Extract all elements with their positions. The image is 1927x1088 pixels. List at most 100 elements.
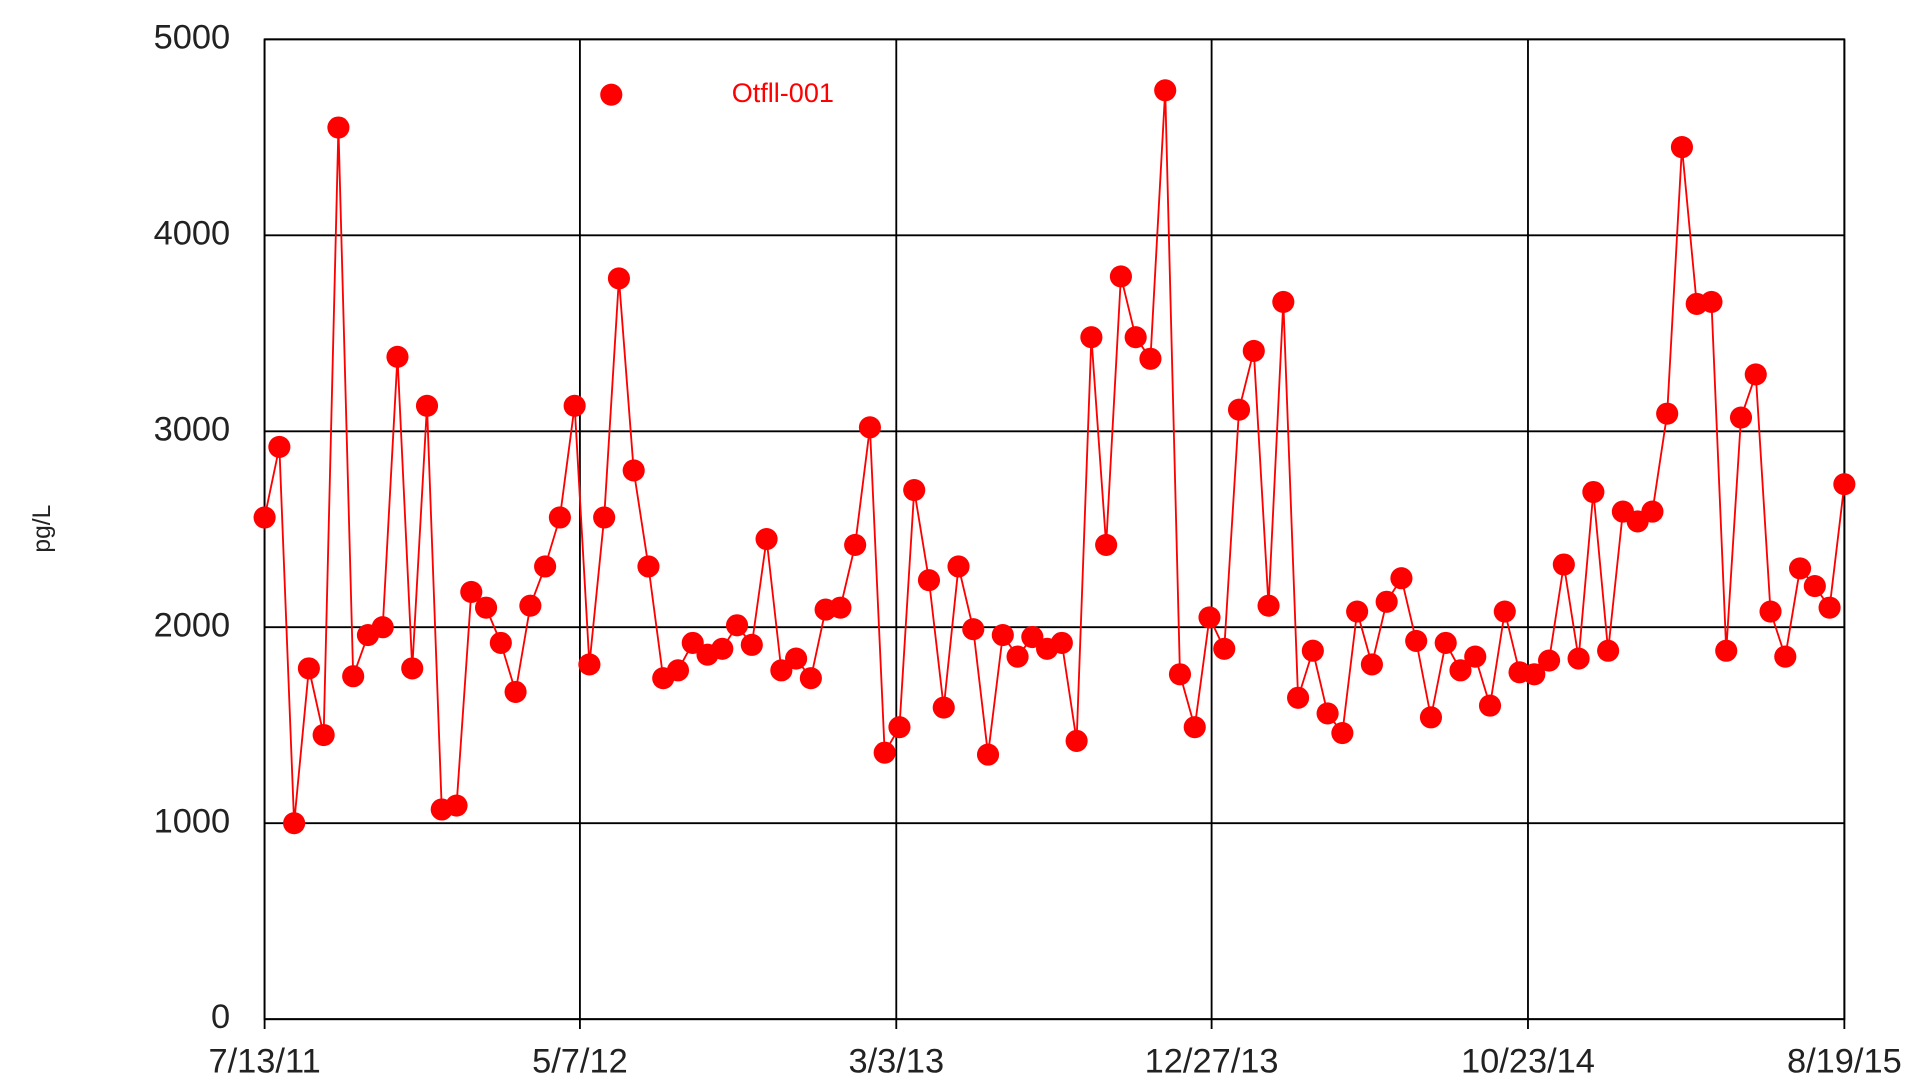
y-tick-label: 2000 [154,606,231,644]
data-point [666,659,690,682]
data-point [1213,637,1236,660]
data-point [1759,600,1782,623]
data-point [386,345,409,368]
data-point [1050,631,1073,654]
data-point [1065,729,1088,752]
data-point [1833,473,1856,496]
x-tick-label: 10/23/14 [1461,1043,1595,1081]
data-point [1552,553,1575,576]
data-point [1774,645,1797,668]
series-line [263,90,1846,824]
data-point [711,637,734,660]
data-point [903,478,926,502]
data-point [593,506,616,529]
data-point [740,633,763,656]
data-point [1301,639,1324,662]
data-point [799,667,822,690]
data-point [297,657,320,680]
data-point [1538,649,1561,672]
x-tick-label: 5/7/12 [532,1043,628,1081]
data-point [401,657,424,680]
data-point [415,394,439,417]
data-point [1419,706,1443,729]
data-point [1021,625,1044,649]
data-point [1006,645,1029,668]
x-tick-label: 3/3/13 [848,1043,944,1081]
data-point [460,580,483,604]
data-point [1331,721,1354,745]
data-point [1656,402,1679,425]
data-point [371,616,394,639]
data-point [1700,290,1723,313]
data-point [578,653,601,676]
data-point [947,555,970,578]
data-point [962,618,985,641]
data-point [253,506,276,529]
data-point [1168,663,1192,686]
data-point [283,812,306,835]
y-tick-label: 3000 [154,410,231,448]
data-point [1183,716,1206,739]
data-point [991,624,1014,647]
x-tick-label: 12/27/13 [1145,1043,1279,1081]
x-tick-label: 7/13/11 [208,1043,320,1081]
y-axis-label: pg/L [29,505,56,553]
data-point [268,435,291,459]
data-point [755,527,778,551]
data-point [312,723,335,747]
data-point [1582,480,1605,504]
data-point [489,631,512,654]
data-point [1803,575,1826,598]
data-point [607,267,630,290]
data-point [858,416,881,439]
data-point [1449,659,1472,682]
data-point [445,794,468,817]
data-point [1272,290,1295,313]
data-point [1670,136,1694,159]
data-point [504,680,527,703]
y-tick-label: 0 [211,998,230,1036]
data-point [563,394,586,417]
data-point [519,594,542,617]
y-tick-label: 1000 [154,802,231,840]
data-point [1390,567,1413,590]
data-point [327,116,350,139]
data-point [1242,339,1265,362]
data-point [1287,686,1310,709]
data-point [1729,406,1753,429]
data-point [474,596,498,619]
data-point [1567,647,1590,670]
data-point [785,647,808,670]
data-point [1227,398,1251,421]
data-point [1139,347,1162,370]
data-point [1109,265,1132,288]
y-tick-label: 5000 [154,18,231,56]
data-point [725,614,749,637]
data-point [932,696,955,719]
data-point [829,596,852,619]
data-point [1641,500,1664,523]
data-point [770,659,793,682]
data-point [1375,590,1398,613]
data-point [1523,663,1546,686]
plot-area [263,38,1846,1021]
data-point [1080,326,1103,349]
data-point [844,533,867,556]
data-point [1493,600,1516,623]
data-point [1198,606,1221,629]
data-point [1257,594,1280,617]
x-tick-label: 8/19/15 [1787,1043,1902,1081]
data-point [622,459,645,482]
legend-label: Otfll-001 [732,78,834,108]
data-point [1095,533,1118,556]
data-point [681,631,704,654]
data-point [873,741,896,764]
data-point [1597,639,1620,662]
data-point [888,716,911,739]
data-point [1818,596,1841,619]
data-point [976,743,1000,766]
data-point [1316,702,1339,725]
data-point [342,665,365,688]
data-point [1124,326,1147,349]
data-point [1715,639,1738,662]
